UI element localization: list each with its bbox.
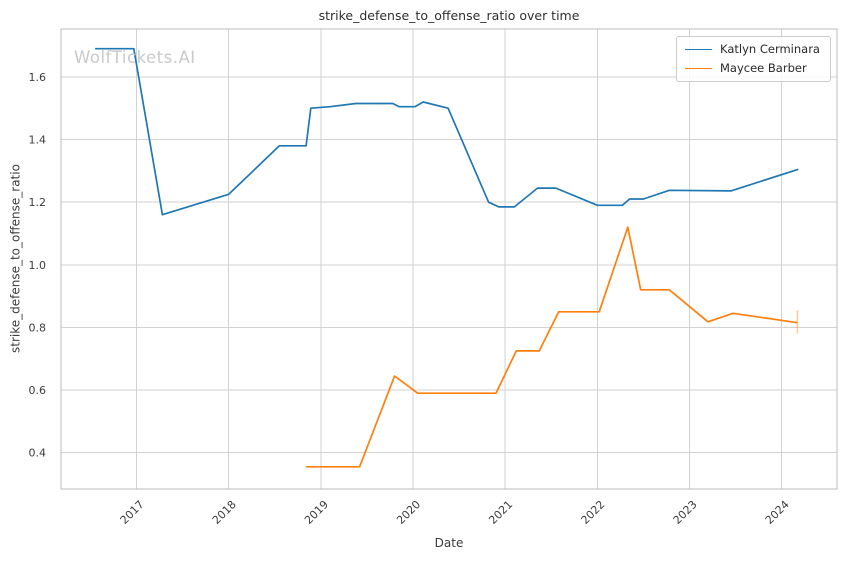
y-tick-label: 1.4 bbox=[29, 134, 47, 147]
x-tick-label: 2021 bbox=[486, 498, 515, 527]
y-tick-label: 0.4 bbox=[29, 447, 47, 460]
legend-item-maycee-barber: Maycee Barber bbox=[685, 61, 820, 75]
chart-title: strike_defense_to_offense_ratio over tim… bbox=[318, 8, 580, 23]
series-line-katlyn-cerminara bbox=[95, 47, 799, 216]
y-tick-label: 0.6 bbox=[29, 384, 47, 397]
x-tick-label: 2022 bbox=[579, 498, 608, 527]
legend-label: Maycee Barber bbox=[720, 61, 807, 75]
y-tick-label: 1.0 bbox=[29, 259, 47, 272]
legend-item-katlyn-cerminara: Katlyn Cerminara bbox=[685, 42, 820, 56]
x-tick-label: 2018 bbox=[210, 498, 239, 527]
legend: Katlyn Cerminara Maycee Barber bbox=[676, 36, 831, 82]
plot-border bbox=[60, 28, 838, 490]
x-axis-label: Date bbox=[434, 536, 464, 550]
series-line-maycee-barber bbox=[306, 226, 798, 468]
y-tick-label: 1.2 bbox=[29, 196, 47, 209]
legend-label: Katlyn Cerminara bbox=[720, 42, 820, 56]
x-tick-label: 2017 bbox=[118, 498, 147, 527]
y-tick-label: 1.6 bbox=[29, 71, 47, 84]
x-tick-label: 2020 bbox=[394, 498, 423, 527]
x-tick-label: 2024 bbox=[763, 498, 792, 527]
x-tick-label: 2019 bbox=[302, 498, 331, 527]
x-tick-label: 2023 bbox=[671, 498, 700, 527]
y-axis-label: strike_defense_to_offense_ratio bbox=[8, 164, 23, 354]
watermark: WolfTickets.AI bbox=[74, 48, 196, 67]
legend-line-swatch-blue bbox=[685, 48, 712, 50]
legend-line-swatch-orange bbox=[685, 67, 712, 69]
y-tick-label: 0.8 bbox=[29, 321, 47, 334]
